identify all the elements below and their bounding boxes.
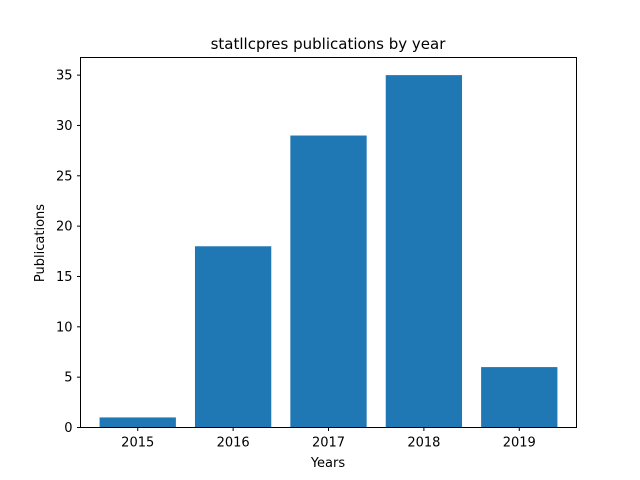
plot-frame: [80, 57, 577, 428]
y-tick-label: 5: [64, 371, 72, 386]
x-tick-label-2017: 2017: [312, 436, 345, 451]
x-tick-label-2019: 2019: [503, 436, 536, 451]
bars-group: [99, 75, 558, 428]
bar-2017: [290, 135, 367, 428]
y-tick-label: 0: [64, 421, 72, 436]
bar-2018: [385, 75, 463, 428]
y-tick-label: 10: [56, 320, 73, 335]
y-tick-label: 25: [56, 169, 73, 184]
y-axis-label: Publications: [33, 204, 48, 282]
bar-2015: [99, 417, 176, 428]
x-axis: 2015 2016 2017 2018 2019: [121, 427, 536, 451]
x-tick-label-2018: 2018: [407, 436, 440, 451]
y-tick-label: 20: [56, 220, 73, 235]
y-tick-label: 35: [56, 69, 73, 84]
chart-title: statllcpres publications by year: [211, 35, 447, 53]
bar-2019: [481, 367, 558, 428]
y-axis: 0 5 10 15 20 25 30 35: [56, 69, 81, 436]
x-tick-label-2016: 2016: [217, 436, 250, 451]
bar-2016: [194, 246, 272, 428]
x-axis-label: Years: [310, 456, 346, 471]
x-tick-label-2015: 2015: [121, 436, 154, 451]
y-tick-label: 30: [56, 119, 73, 134]
y-tick-label: 15: [56, 270, 73, 285]
